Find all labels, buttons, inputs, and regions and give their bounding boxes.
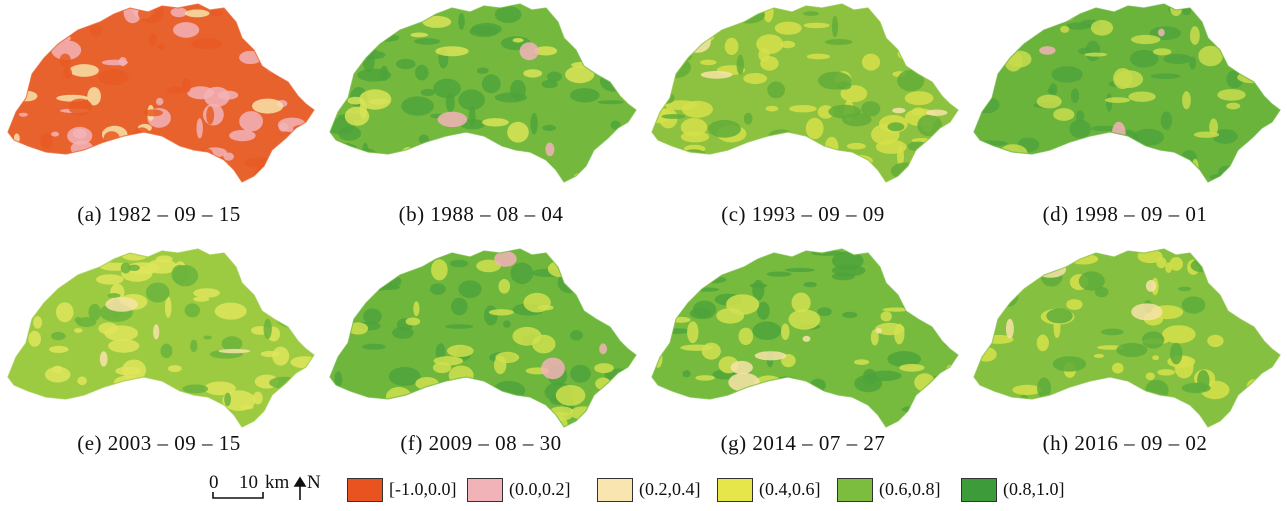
map-caption: (b) 1988 – 08 – 04	[398, 202, 564, 226]
legend-label: (0.6,0.8]	[879, 479, 941, 499]
map-panel: (d) 1998 – 09 – 01	[966, 0, 1284, 248]
ndvi-map	[973, 248, 1281, 428]
scale-bar-line	[212, 492, 264, 499]
legend-label: (0.8,1.0]	[1003, 479, 1065, 499]
map-panel: (g) 2014 – 07 – 27	[644, 245, 962, 493]
map-caption: (g) 2014 – 07 – 27	[720, 431, 886, 455]
map-panel: (h) 2016 – 09 – 02	[966, 245, 1284, 493]
ndvi-map	[329, 3, 637, 183]
ndvi-map	[651, 248, 959, 428]
north-label: N	[307, 472, 321, 493]
scale-bar: 0 10 km N	[205, 470, 345, 508]
legend-swatch	[961, 478, 997, 502]
scale-unit-label: km	[265, 472, 290, 493]
scale-zero-label: 0	[209, 472, 219, 493]
scale-distance-label: 10	[239, 472, 258, 493]
map-caption: (f) 2009 – 08 – 30	[400, 431, 562, 455]
map-caption: (d) 1998 – 09 – 01	[1042, 202, 1208, 226]
legend-label: [-1.0,0.0]	[389, 479, 457, 499]
map-panel: (f) 2009 – 08 – 30	[322, 245, 640, 493]
ndvi-map	[7, 3, 315, 183]
legend-label: (0.4,0.6]	[759, 479, 821, 499]
map-panel: (c) 1993 – 09 – 09	[644, 0, 962, 248]
legend-swatch	[717, 478, 753, 502]
ndvi-map	[329, 248, 637, 428]
map-panel: (e) 2003 – 09 – 15	[0, 245, 318, 493]
legend-label: (0.2,0.4]	[639, 479, 701, 499]
north-arrow-icon	[293, 476, 307, 500]
map-caption: (e) 2003 – 09 – 15	[77, 431, 241, 455]
map-caption: (c) 1993 – 09 – 09	[721, 202, 885, 226]
map-caption: (a) 1982 – 09 – 15	[77, 202, 241, 226]
ndvi-map	[7, 248, 315, 428]
legend-swatch	[837, 478, 873, 502]
ndvi-map	[651, 3, 959, 183]
legend-swatch	[467, 478, 503, 502]
legend: 0 10 km N [-1.0,0.0] (0.0,0.2] (0.2,0.4]…	[205, 470, 1085, 508]
ndvi-map	[973, 3, 1281, 183]
map-panel: (a) 1982 – 09 – 15	[0, 0, 318, 248]
legend-label: (0.0,0.2]	[509, 479, 571, 499]
map-caption: (h) 2016 – 09 – 02	[1042, 431, 1208, 455]
legend-swatch	[597, 478, 633, 502]
map-panel: (b) 1988 – 08 – 04	[322, 0, 640, 248]
legend-swatch	[347, 478, 383, 502]
